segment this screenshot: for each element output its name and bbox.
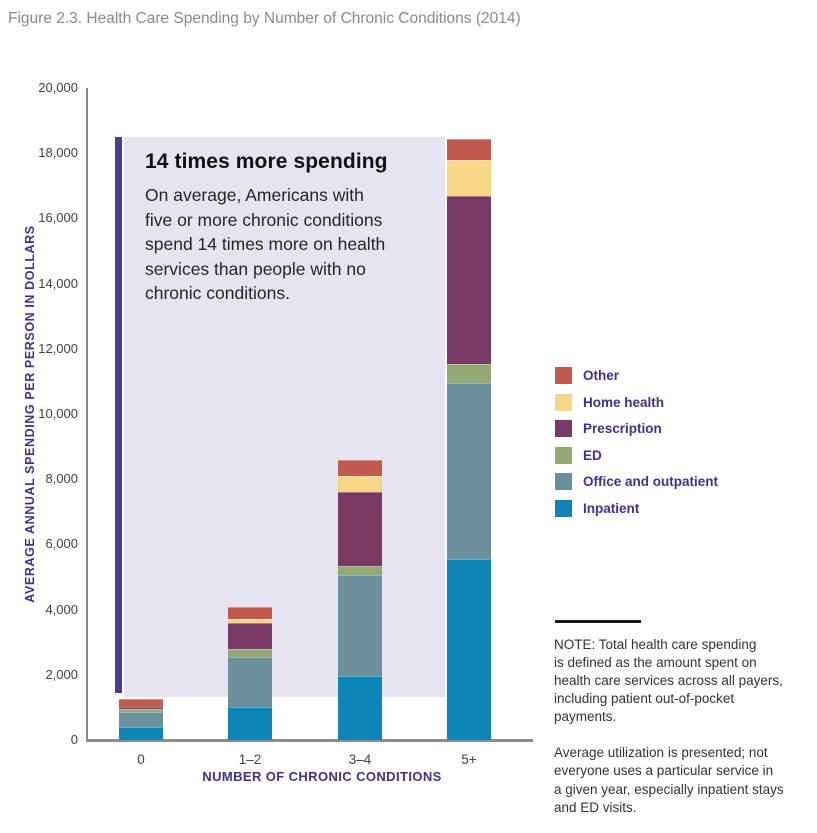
figure-title: Figure 2.3. Health Care Spending by Numb…: [8, 10, 521, 27]
legend-item-home-health: Home health: [555, 393, 718, 411]
note-paragraph: Average utilization is presented; not ev…: [554, 745, 784, 815]
y-tick-label: 4,000: [45, 601, 78, 617]
bar-segment-home-health: [228, 618, 272, 623]
legend-swatch: [555, 446, 572, 464]
bar-segment-inpatient: [447, 559, 491, 740]
x-axis-title: NUMBER OF CHRONIC CONDITIONS: [202, 769, 442, 784]
annotation-accent-bar: [115, 137, 122, 693]
y-tick-label: 12,000: [38, 340, 78, 356]
legend-swatch: [555, 420, 572, 437]
bar-segment-prescription: [119, 706, 163, 710]
legend-item-office-and-outpatient: Office and outpatient: [555, 473, 718, 490]
y-tick-label: 0: [70, 732, 78, 747]
annotation-heading: 14 times more spending: [145, 150, 388, 173]
bar-segment-ed: [228, 648, 272, 657]
bar-segment-home-health: [447, 159, 491, 196]
y-tick-label: 20,000: [38, 80, 78, 95]
x-tick-label: 0: [137, 752, 145, 767]
bar-segment-office-and-outpatient: [447, 383, 491, 560]
y-tick-label: 10,000: [38, 406, 78, 421]
bar-segment-other: [119, 699, 163, 707]
bar-segment-inpatient: [119, 727, 163, 740]
bar-segment-prescription: [228, 622, 272, 649]
notes-block: NOTE: Total health care spending is defi…: [554, 636, 817, 833]
legend-label: Inpatient: [583, 500, 640, 516]
x-axis-line: [86, 739, 533, 742]
y-tick-label: 18,000: [38, 145, 78, 161]
annotation-callout-box: 14 times more spending On average, Ameri…: [124, 137, 445, 697]
bar-segment-other: [338, 460, 382, 476]
x-tick-label: 1–2: [238, 752, 262, 767]
legend-label: Home health: [583, 394, 665, 410]
legend-item-inpatient: Inpatient: [555, 499, 718, 517]
annotation-body: On average, Americans with five or more …: [145, 185, 386, 303]
y-axis-line: [86, 88, 88, 741]
legend-item-ed: ED: [555, 446, 718, 464]
legend-swatch: [555, 499, 572, 517]
bar-segment-office-and-outpatient: [119, 712, 163, 728]
y-tick-label: 14,000: [38, 275, 78, 291]
bar-segment-other: [228, 607, 272, 619]
y-tick-label: 16,000: [38, 210, 78, 226]
bar-segment-office-and-outpatient: [338, 575, 382, 677]
legend-label: Office and outpatient: [583, 474, 718, 489]
x-tick-label: 5+: [461, 752, 477, 767]
stacked-bar-5+: [447, 138, 491, 740]
bar-segment-home-health: [338, 475, 382, 493]
legend-label: ED: [583, 447, 602, 463]
y-tick-label: 6,000: [45, 536, 78, 552]
x-tick-label: 3–4: [348, 752, 372, 767]
legend-swatch: [555, 473, 572, 490]
stacked-bar-3–4: [338, 460, 382, 740]
bar-segment-inpatient: [228, 707, 272, 740]
legend-label: Other: [583, 368, 620, 383]
y-tick-label: 8,000: [45, 471, 78, 487]
stacked-bar-0: [119, 699, 163, 740]
legend-item-other: Other: [555, 367, 718, 384]
y-tick-label: 2,000: [45, 666, 78, 682]
bar-segment-ed: [338, 565, 382, 576]
stacked-bar-1–2: [228, 607, 272, 740]
bar-segment-inpatient: [338, 676, 382, 740]
bar-segment-ed: [447, 363, 491, 384]
bar-segment-other: [447, 138, 491, 160]
note-paragraph: NOTE: Total health care spending is defi…: [554, 637, 783, 725]
legend-swatch: [555, 393, 572, 411]
bar-segment-ed: [119, 709, 163, 713]
bar-segment-office-and-outpatient: [228, 656, 272, 708]
legend-item-prescription: Prescription: [555, 420, 718, 437]
bar-segment-prescription: [338, 492, 382, 566]
legend: Other Home health Prescription ED Office and…: [555, 367, 718, 526]
note-divider-line: [555, 620, 641, 623]
legend-swatch: [555, 367, 572, 384]
legend-label: Prescription: [583, 421, 662, 436]
bar-segment-prescription: [447, 195, 491, 364]
